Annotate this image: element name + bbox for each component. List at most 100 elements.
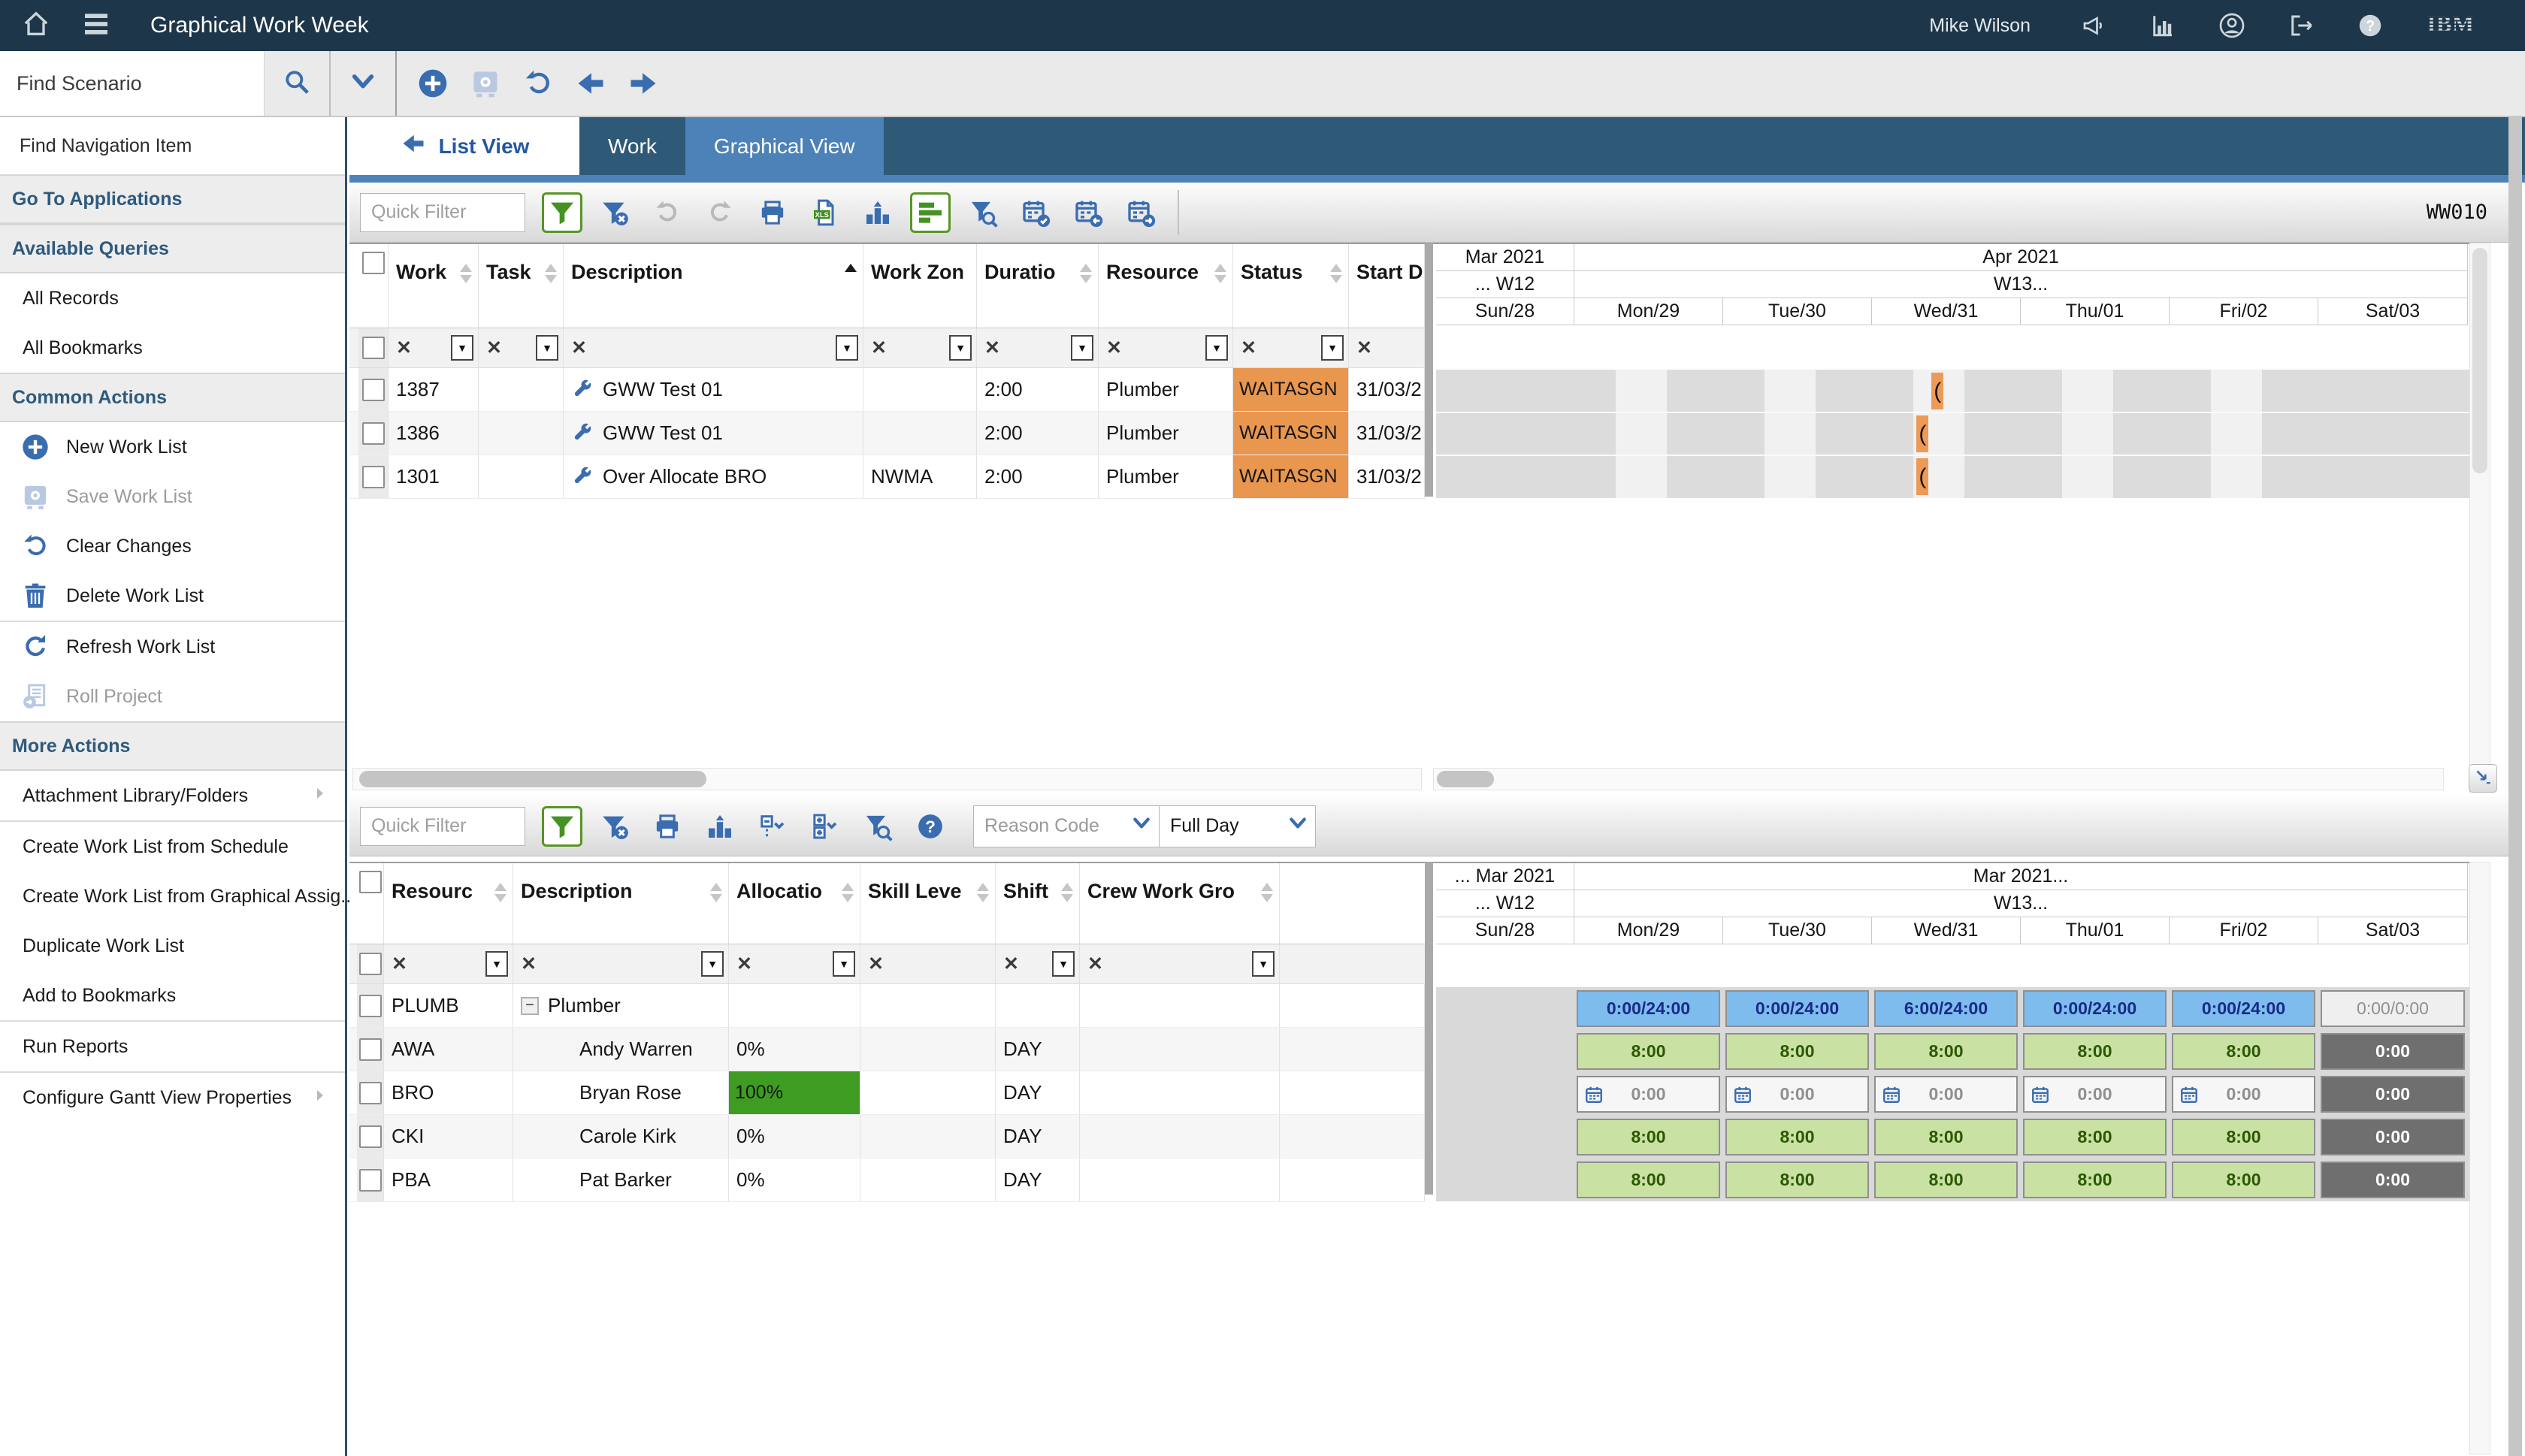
page-scrollbar[interactable]: [2508, 117, 2522, 1456]
filter-search-button[interactable]: [857, 806, 898, 847]
org-chart-button[interactable]: [857, 192, 898, 233]
sidebar-item-clear-changes[interactable]: Clear Changes: [0, 521, 345, 571]
scrollbar-thumb[interactable]: [1437, 771, 1494, 787]
filter-clear-x[interactable]: ✕: [521, 953, 537, 974]
row-checkbox[interactable]: [358, 1081, 382, 1104]
filter-button[interactable]: [542, 805, 582, 847]
work-assignment-bar[interactable]: (: [1916, 415, 1929, 452]
row-checkbox[interactable]: [358, 1038, 382, 1061]
row-checkbox[interactable]: [361, 421, 385, 445]
day-mode-select[interactable]: Full Day: [1160, 805, 1316, 847]
print-button[interactable]: [647, 806, 688, 847]
filter-clear-button[interactable]: [594, 192, 635, 233]
filter-clear-x[interactable]: ✕: [1087, 953, 1103, 974]
help-button[interactable]: ?: [2357, 12, 2384, 39]
filter-clear-x[interactable]: ✕: [571, 337, 587, 358]
quick-filter-input[interactable]: [360, 806, 525, 846]
sidebar-item-all-records[interactable]: All Records: [0, 273, 345, 323]
pane-splitter[interactable]: [1425, 862, 1433, 1195]
export-xls-button[interactable]: XLS: [805, 192, 845, 233]
availability-cell[interactable]: 0:00/24:00: [2172, 990, 2315, 1027]
filter-clear-x[interactable]: ✕: [486, 337, 502, 358]
sidebar-item-create-work-list-from-schedule[interactable]: Create Work List from Schedule: [0, 822, 345, 871]
availability-cell[interactable]: 8:00: [2023, 1161, 2167, 1198]
filter-clear-button[interactable]: [594, 806, 635, 847]
org-chart-button[interactable]: [700, 806, 740, 847]
hamburger-menu-icon[interactable]: [81, 9, 111, 43]
reason-code-select[interactable]: Reason Code: [973, 805, 1160, 847]
filter-clear-x[interactable]: ✕: [1003, 953, 1019, 974]
sidebar-item-new-work-list[interactable]: New Work List: [0, 422, 345, 472]
undo-circle-button[interactable]: [522, 67, 555, 100]
filter-dropdown[interactable]: ▼: [1052, 951, 1075, 977]
sidebar-item-attachment-library-folders[interactable]: Attachment Library/Folders: [0, 771, 345, 822]
calendar-check-button[interactable]: [1015, 192, 1056, 233]
availability-cell[interactable]: 0:00: [2321, 1076, 2465, 1113]
megaphone-button[interactable]: [2080, 12, 2107, 39]
column-header-status[interactable]: Status: [1233, 244, 1349, 328]
filter-dropdown[interactable]: ▼: [1252, 951, 1275, 977]
pane-splitter[interactable]: [1425, 243, 1433, 497]
filter-button[interactable]: [542, 192, 582, 233]
bar-chart-button[interactable]: [2149, 12, 2176, 39]
scenario-expand-button[interactable]: [331, 51, 395, 116]
availability-cell[interactable]: 8:00: [1725, 1119, 1869, 1155]
sidebar-item-create-work-list-from-graphical-assig-[interactable]: Create Work List from Graphical Assig...: [0, 871, 356, 921]
availability-cell[interactable]: 0:00: [2321, 1119, 2465, 1155]
column-header-description[interactable]: Description: [513, 863, 729, 944]
filter-clear-x[interactable]: ✕: [984, 337, 1000, 358]
select-all-checkbox[interactable]: [358, 871, 382, 893]
calendar-next-button[interactable]: [1120, 192, 1161, 233]
availability-cell[interactable]: 8:00: [1725, 1161, 1869, 1198]
sidebar-item-run-reports[interactable]: Run Reports: [0, 1022, 345, 1073]
sidebar-item-all-bookmarks[interactable]: All Bookmarks: [0, 323, 345, 373]
availability-cell[interactable]: 6:00/24:00: [1874, 990, 2018, 1027]
availability-cell[interactable]: 0:00/24:00: [1725, 990, 1869, 1027]
filter-search-button[interactable]: [963, 192, 1003, 233]
availability-cell[interactable]: 0:00: [2321, 1161, 2465, 1198]
work-table-horizontal-scrollbar[interactable]: [352, 768, 1422, 790]
filter-clear-x[interactable]: ✕: [392, 953, 407, 974]
tab-list-view[interactable]: List View: [349, 117, 579, 175]
availability-cell[interactable]: 0:00/0:00: [2321, 990, 2465, 1027]
availability-cell[interactable]: 0:00: [1874, 1076, 2018, 1113]
resource-table-row[interactable]: PLUMB − Plumber: [349, 984, 1425, 1028]
sidebar-item-refresh-work-list[interactable]: Refresh Work List: [0, 622, 345, 672]
column-header-task[interactable]: Task: [479, 244, 564, 328]
availability-cell[interactable]: 8:00: [1874, 1119, 2018, 1155]
column-header-crew-work-gro[interactable]: Crew Work Gro: [1080, 863, 1280, 944]
availability-cell[interactable]: 0:00: [1577, 1076, 1720, 1113]
column-header-work[interactable]: Work: [389, 244, 479, 328]
sidebar-item-add-to-bookmarks[interactable]: Add to Bookmarks: [0, 971, 345, 1022]
resource-table-row[interactable]: PBA Pat Barker 0% DAY: [349, 1158, 1425, 1202]
sidebar-item-configure-gantt-view-properties[interactable]: Configure Gantt View Properties: [0, 1073, 345, 1122]
logout-button[interactable]: [2288, 12, 2315, 39]
filter-dropdown[interactable]: ▼: [833, 951, 855, 977]
quick-filter-input[interactable]: [360, 192, 525, 232]
work-table-row[interactable]: 1387 GWW Test 01 2:00 Plumber WAITASGN 31/03/…: [349, 368, 1425, 412]
collapse-group-button[interactable]: −: [521, 996, 539, 1015]
select-all-checkbox[interactable]: [361, 252, 385, 274]
work-gantt-horizontal-scrollbar[interactable]: [1433, 768, 2444, 790]
sidebar-item-duplicate-work-list[interactable]: Duplicate Work List: [0, 921, 345, 971]
filter-clear-x[interactable]: ✕: [396, 337, 412, 358]
print-button[interactable]: [752, 192, 793, 233]
availability-cell[interactable]: 8:00: [1725, 1033, 1869, 1070]
availability-cell[interactable]: 8:00: [2023, 1033, 2167, 1070]
row-checkbox[interactable]: [358, 1168, 382, 1192]
scenario-search-button[interactable]: [265, 51, 329, 116]
column-header-allocatio[interactable]: Allocatio: [729, 863, 860, 944]
filter-dropdown[interactable]: ▼: [485, 951, 508, 977]
work-gantt-vertical-scrollbar[interactable]: [2469, 243, 2490, 793]
filter-clear-x[interactable]: ✕: [868, 953, 884, 974]
collapse-all-button[interactable]: [752, 806, 793, 847]
expand-all-button[interactable]: [805, 806, 845, 847]
tab-graphical-view[interactable]: Graphical View: [685, 117, 884, 175]
filter-dropdown[interactable]: ▼: [1071, 335, 1093, 361]
filter-clear-x[interactable]: ✕: [1241, 337, 1256, 358]
resource-table-row[interactable]: BRO Bryan Rose 100% DAY: [349, 1071, 1425, 1115]
filter-clear-x[interactable]: ✕: [1106, 337, 1122, 358]
column-header-work-zon[interactable]: Work Zon: [863, 244, 977, 328]
find-scenario-input[interactable]: [0, 51, 265, 116]
availability-cell[interactable]: 8:00: [2172, 1119, 2315, 1155]
